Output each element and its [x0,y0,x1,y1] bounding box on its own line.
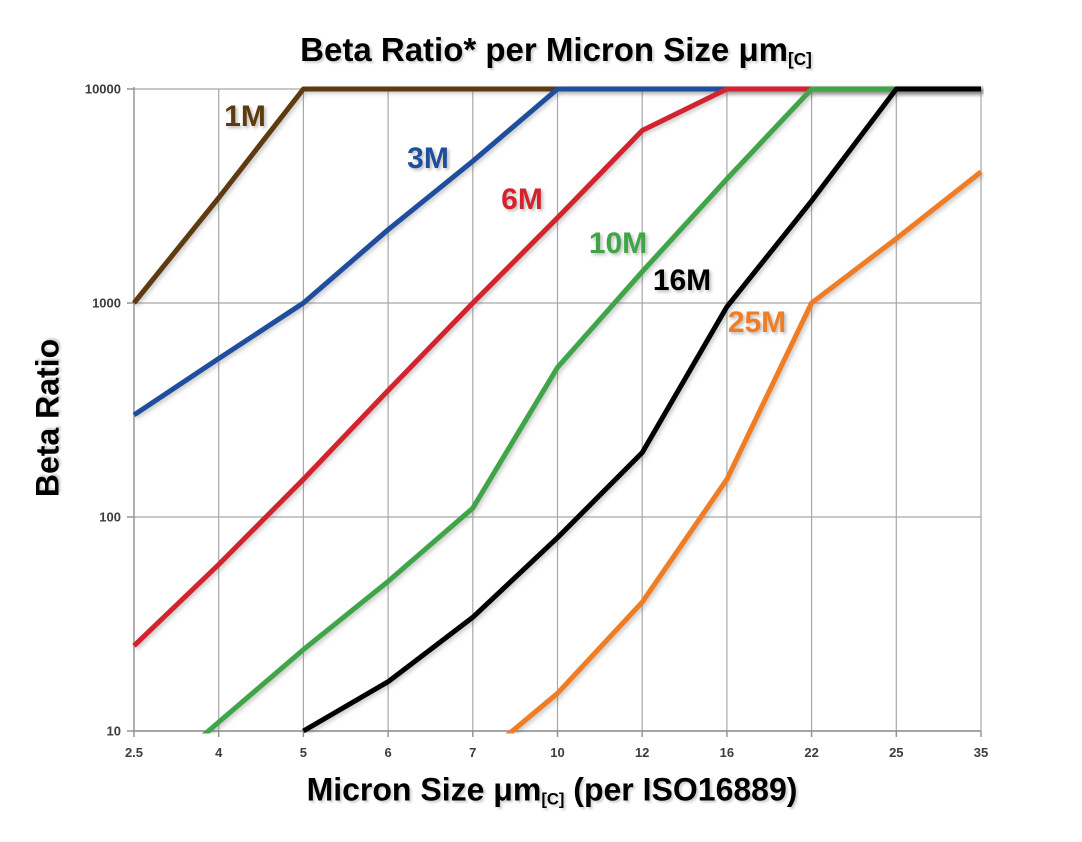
series-line-10M [201,86,981,734]
x-tick-label-16: 16 [720,745,734,760]
y-tick-label-10000: 10000 [85,82,121,97]
y-tick-label-1000: 1000 [92,296,121,311]
x-tick-label-4: 4 [215,745,223,760]
series-lines-group [132,86,983,734]
series-label-10M: 10M [589,227,647,260]
series-label-1M: 1M [224,100,266,133]
x-tick-label-7: 7 [469,745,476,760]
x-axis-title: Micron Size μm[C] (per ISO16889) [307,772,798,809]
x-tick-label-22: 22 [804,745,818,760]
x-tick-label-5: 5 [300,745,307,760]
x-tick-label-35: 35 [974,745,988,760]
chart-title-text: Beta Ratio* per Micron Size μm [300,31,788,68]
x-tick-label-12: 12 [635,745,649,760]
series-label-6M: 6M [501,183,543,216]
x-axis-title-subscript: [C] [541,789,565,809]
x-tick-label-2.5: 2.5 [125,745,143,760]
x-tick-label-6: 6 [384,745,391,760]
y-tick-label-10: 10 [107,724,121,739]
x-tick-label-10: 10 [550,745,564,760]
series-line-16M [302,86,981,734]
series-label-16M: 16M [653,264,711,297]
y-tick-label-100: 100 [99,510,121,525]
x-axis-title-suffix: (per ISO16889) [564,771,798,808]
chart-title: Beta Ratio* per Micron Size μm[C] [300,31,812,69]
x-tick-label-25: 25 [889,745,903,760]
x-axis-title-text: Micron Size μm [306,771,542,808]
series-label-25M: 25M [728,306,786,339]
series-line-25M [505,169,983,734]
chart-title-subscript: [C] [787,48,812,69]
series-label-3M: 3M [407,142,449,175]
